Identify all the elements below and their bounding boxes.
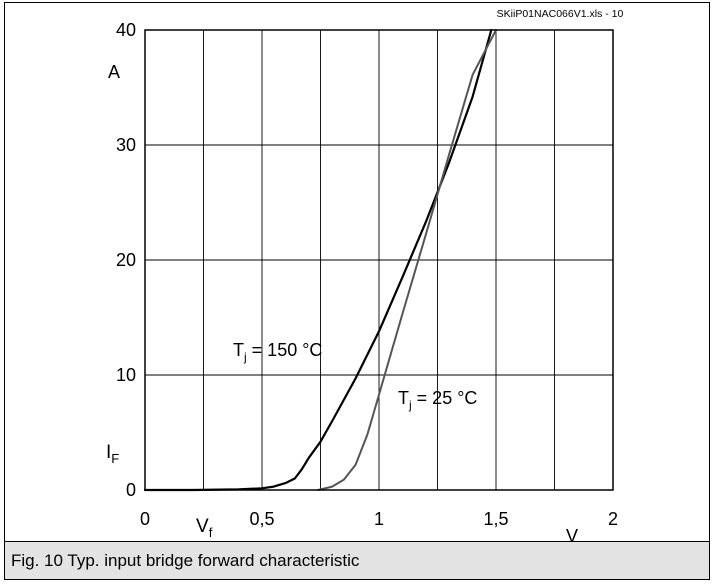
tick-labels: 0 10 20 30 40 0 0,5 1 1,5 2	[116, 20, 618, 529]
y-tick-label: 10	[116, 365, 136, 385]
plot-border	[144, 29, 614, 491]
grid	[145, 30, 613, 490]
figure-frame	[4, 2, 710, 580]
figure-caption: Fig. 10 Typ. input bridge forward charac…	[11, 551, 360, 570]
y-axis-label-sub: F	[111, 451, 119, 466]
x-tick-label: 0,5	[249, 509, 274, 529]
source-tag: SKiiP01NAC066V1.xls - 10	[497, 8, 624, 20]
caption-bar: Fig. 10 Typ. input bridge forward charac…	[5, 541, 709, 579]
x-symbol-main: V	[196, 516, 209, 537]
series-label-150c-sub: j	[243, 350, 247, 364]
series-line-150c	[143, 28, 493, 492]
series-label-25c-rest: = 25 °C	[412, 388, 478, 408]
y-tick-label: 30	[116, 135, 136, 155]
y-tick-label: 0	[126, 480, 136, 500]
series-label-150c-rest: = 150 °C	[247, 340, 323, 360]
x-tick-label: 2	[608, 509, 618, 529]
series-label-25c-main: T	[398, 388, 409, 408]
series-line-25c	[317, 29, 497, 491]
series-label-25c-sub: j	[408, 398, 412, 412]
series-label-150c-main: T	[233, 340, 244, 360]
y-unit-label: A	[108, 62, 120, 82]
y-tick-label: 20	[116, 250, 136, 270]
x-symbol-label: Vf	[196, 516, 213, 540]
y-axis-label: IF	[106, 442, 119, 466]
y-tick-label: 40	[116, 20, 136, 40]
forward-characteristic-chart: 0 10 20 30 40 0 0,5 1 1,5 2 SKiiP01NAC066V1.xls -…	[106, 8, 624, 541]
series-layer	[143, 28, 497, 492]
series-label-150c: Tj = 150 °C	[233, 340, 322, 364]
x-tick-label: 1	[374, 509, 384, 529]
x-symbol-sub: f	[209, 525, 213, 540]
x-tick-label: 1,5	[483, 509, 508, 529]
x-tick-label: 0	[140, 509, 150, 529]
y-axis-label-main: I	[106, 442, 111, 463]
x-unit-label: V	[566, 526, 578, 541]
series-label-25c: Tj = 25 °C	[398, 388, 477, 412]
